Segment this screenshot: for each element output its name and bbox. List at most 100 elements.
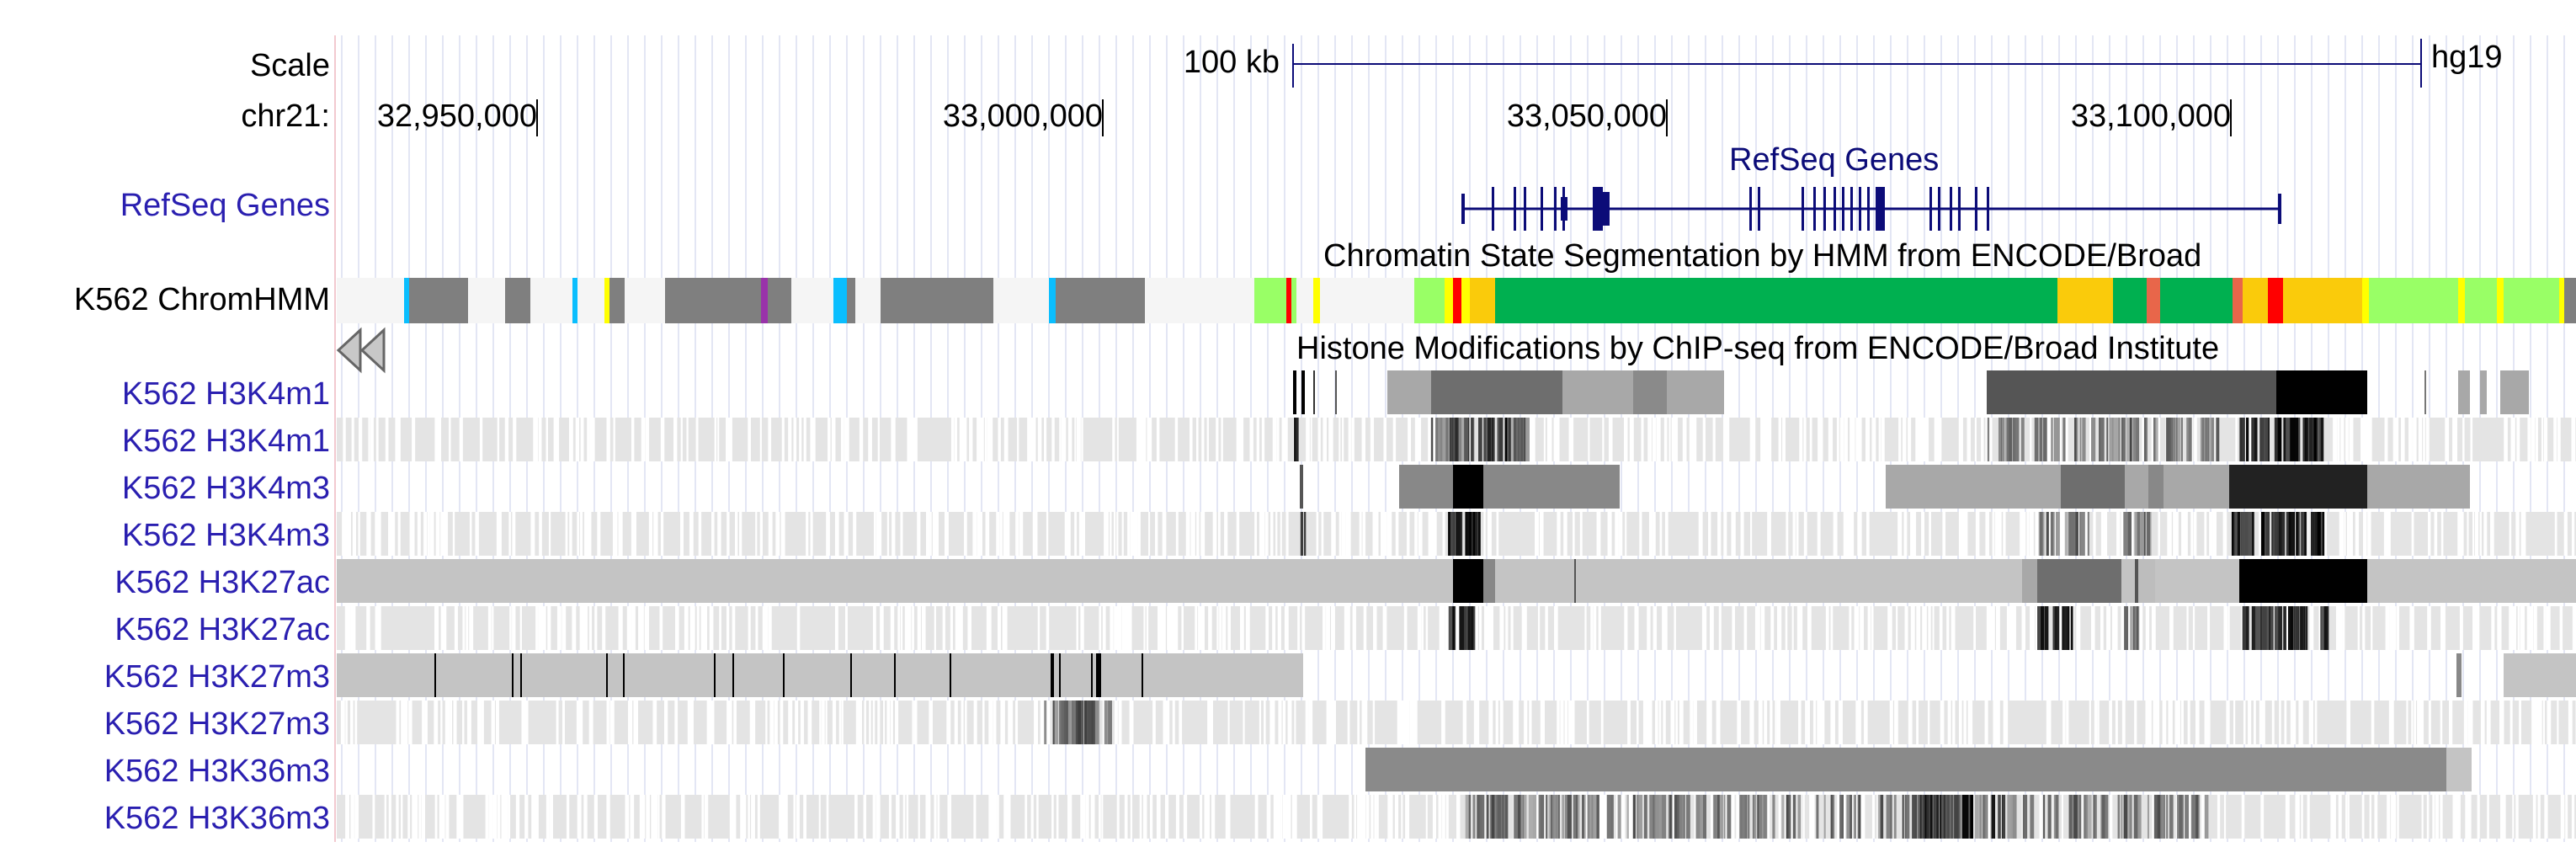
histone-signal-gap	[353, 512, 356, 556]
track-label-h3k4m3-a[interactable]: K562 H3K4m3	[122, 470, 330, 507]
histone-signal-gap	[2387, 795, 2390, 839]
histone-signal-gap	[1310, 795, 1312, 839]
histone-signal-gap	[2371, 606, 2372, 650]
histone-signal-gap	[659, 606, 663, 650]
double-left-arrow-icon[interactable]	[335, 325, 389, 376]
histone-signal-gap	[1401, 795, 1402, 839]
histone-signal-gap	[2140, 606, 2142, 650]
histone-signal-gap	[755, 512, 757, 556]
histone-signal-gap	[1099, 606, 1101, 650]
histone-signal-gap	[583, 795, 587, 839]
histone-signal-peak	[1567, 795, 1572, 839]
histone-signal-gap	[1138, 512, 1140, 556]
histone-signal-gap	[2423, 418, 2425, 461]
histone-signal-gap	[2101, 512, 2104, 556]
track-label-h3k27ac-a[interactable]: K562 H3K27ac	[114, 564, 330, 601]
histone-peak-tick	[1096, 653, 1099, 697]
histone-signal-gap	[1221, 418, 1222, 461]
histone-signal-gap	[2419, 418, 2422, 461]
histone-peak-tick	[783, 653, 785, 697]
histone-signal-gap	[481, 418, 483, 461]
histone-signal-gap	[833, 701, 836, 744]
histone-signal-gap	[1181, 606, 1184, 650]
histone-signal-peak	[2306, 606, 2307, 650]
histone-signal-gap	[2497, 606, 2500, 650]
histone-signal-gap	[1443, 512, 1445, 556]
histone-signal-peak	[1304, 512, 1306, 556]
histone-signal-gap	[661, 512, 663, 556]
histone-signal-gap	[2455, 795, 2456, 839]
refseq-gene-feature[interactable]	[1460, 177, 2285, 227]
histone-signal-gap	[1077, 418, 1081, 461]
histone-signal-gap	[2491, 606, 2494, 650]
track-label-h3k27m3-b[interactable]: K562 H3K27m3	[104, 706, 330, 743]
histone-signal-gap	[2543, 701, 2545, 744]
histone-signal-gap	[1271, 701, 1275, 744]
histone-signal-peak	[2106, 418, 2108, 461]
histone-signal-gap	[887, 512, 889, 556]
histone-signal-peak	[2179, 795, 2182, 839]
histone-signal-gap	[1600, 795, 1604, 839]
histone-signal-gap	[1046, 606, 1050, 650]
histone-signal-gap	[2292, 701, 2296, 744]
histone-signal-gap	[987, 418, 990, 461]
histone-signal-gap	[1383, 606, 1387, 650]
histone-signal-gap	[705, 795, 708, 839]
histone-signal-gap	[1741, 512, 1744, 556]
histone-signal-gap	[2460, 606, 2463, 650]
histone-signal-gap	[2413, 418, 2417, 461]
histone-signal-segment	[2504, 653, 2576, 697]
histone-signal-gap	[2471, 701, 2472, 744]
histone-signal-gap	[1975, 418, 1977, 461]
track-label-h3k36m3-a[interactable]: K562 H3K36m3	[104, 753, 330, 790]
histone-signal-gap	[926, 512, 930, 556]
histone-signal-peak	[2301, 512, 2302, 556]
histone-signal-segment	[1300, 465, 1303, 509]
histone-signal-gap	[1988, 606, 1992, 650]
histone-signal-segment	[2022, 559, 2037, 603]
histone-signal-gap	[2100, 606, 2104, 650]
histone-signal-gap	[513, 606, 515, 650]
track-label-h3k4m1-a[interactable]: K562 H3K4m1	[122, 376, 330, 413]
histone-signal-peak	[1610, 795, 1612, 839]
histone-signal-gap	[1695, 418, 1697, 461]
histone-signal-gap	[1362, 795, 1365, 839]
histone-signal-gap	[1321, 795, 1323, 839]
histone-signal-segment	[2424, 370, 2426, 414]
histone-signal-peak	[1831, 795, 1833, 839]
histone-signal-gap	[2374, 795, 2376, 839]
histone-signal-gap	[2500, 701, 2504, 744]
histone-signal-peak	[1514, 795, 1518, 839]
histone-signal-peak	[1714, 795, 1717, 839]
histone-signal-gap	[1777, 606, 1779, 650]
histone-signal-peak	[1743, 795, 1745, 839]
histone-signal-peak	[2239, 418, 2242, 461]
histone-signal-gap	[1571, 418, 1573, 461]
histone-signal-gap	[775, 512, 780, 556]
histone-signal-gap	[1405, 606, 1408, 650]
track-label-h3k4m3-b[interactable]: K562 H3K4m3	[122, 517, 330, 554]
histone-signal-gap	[1706, 701, 1709, 744]
track-label-h3k36m3-b[interactable]: K562 H3K36m3	[104, 800, 330, 837]
histone-signal-gap	[717, 512, 721, 556]
histone-signal-gap	[594, 795, 598, 839]
histone-signal-gap	[934, 795, 936, 839]
histone-signal-gap	[1505, 606, 1508, 650]
track-label-k562-chromhmm[interactable]: K562 ChromHMM	[74, 281, 330, 318]
track-label-refseq-genes[interactable]: RefSeq Genes	[120, 187, 330, 224]
track-label-h3k4m1-b[interactable]: K562 H3K4m1	[122, 423, 330, 460]
histone-signal-peak	[1541, 795, 1544, 839]
chromhmm-track-area[interactable]	[335, 276, 2576, 323]
histone-signal-gap	[2386, 606, 2389, 650]
histone-signal-gap	[1418, 418, 1421, 461]
histone-signal-gap	[2066, 418, 2068, 461]
histone-signal-gap	[2565, 795, 2568, 839]
histone-signal-gap	[1196, 512, 1200, 556]
histone-signal-gap	[1657, 418, 1661, 461]
histone-signal-peak	[2079, 795, 2081, 839]
track-label-h3k27ac-b[interactable]: K562 H3K27ac	[114, 611, 330, 648]
track-label-h3k27m3-a[interactable]: K562 H3K27m3	[104, 658, 330, 695]
histone-signal-gap	[1116, 512, 1118, 556]
histone-signal-gap	[1889, 606, 1892, 650]
histone-signal-peak	[1935, 795, 1936, 839]
